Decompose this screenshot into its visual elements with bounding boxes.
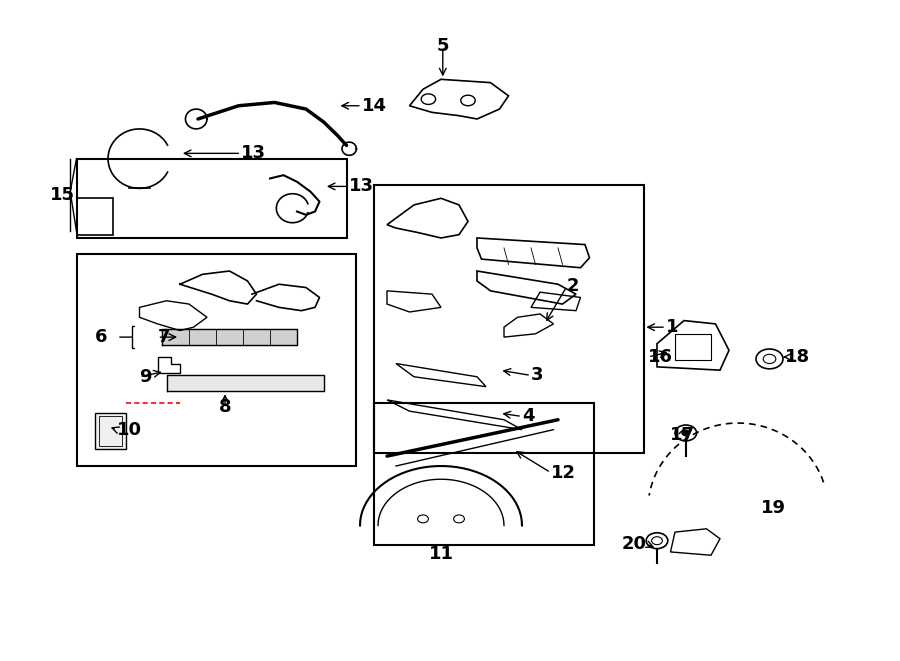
Text: 7: 7 (158, 328, 170, 346)
Text: 9: 9 (140, 368, 152, 386)
Text: 8: 8 (219, 397, 231, 416)
Text: 17: 17 (670, 426, 695, 444)
Text: 6: 6 (94, 328, 107, 346)
Text: 19: 19 (760, 498, 786, 517)
Text: 15: 15 (50, 186, 75, 204)
Text: 12: 12 (551, 463, 576, 482)
FancyBboxPatch shape (94, 413, 126, 449)
Text: 11: 11 (428, 545, 454, 563)
Text: 2: 2 (567, 277, 580, 295)
Circle shape (681, 430, 690, 436)
Text: 13: 13 (349, 177, 374, 196)
Text: 5: 5 (436, 37, 449, 56)
Text: 1: 1 (666, 318, 679, 336)
Text: 18: 18 (785, 348, 810, 366)
Text: 14: 14 (362, 97, 387, 115)
Text: 4: 4 (522, 407, 535, 426)
Text: 3: 3 (531, 366, 544, 385)
Text: 20: 20 (621, 535, 646, 553)
Text: 10: 10 (117, 420, 142, 439)
Text: 13: 13 (241, 144, 266, 163)
Text: 16: 16 (648, 348, 673, 366)
